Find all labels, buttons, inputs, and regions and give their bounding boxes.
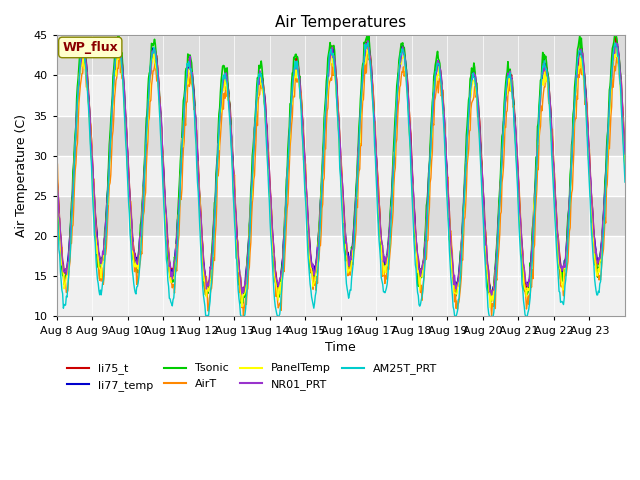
Legend: li75_t, li77_temp, Tsonic, AirT, PanelTemp, NR01_PRT, AM25T_PRT: li75_t, li77_temp, Tsonic, AirT, PanelTe… <box>62 359 442 395</box>
Text: WP_flux: WP_flux <box>62 41 118 54</box>
Bar <box>57 196 625 236</box>
Title: Air Temperatures: Air Temperatures <box>275 15 406 30</box>
Bar <box>57 36 625 75</box>
X-axis label: Time: Time <box>326 341 356 354</box>
Bar <box>57 116 625 156</box>
Y-axis label: Air Temperature (C): Air Temperature (C) <box>15 114 28 238</box>
